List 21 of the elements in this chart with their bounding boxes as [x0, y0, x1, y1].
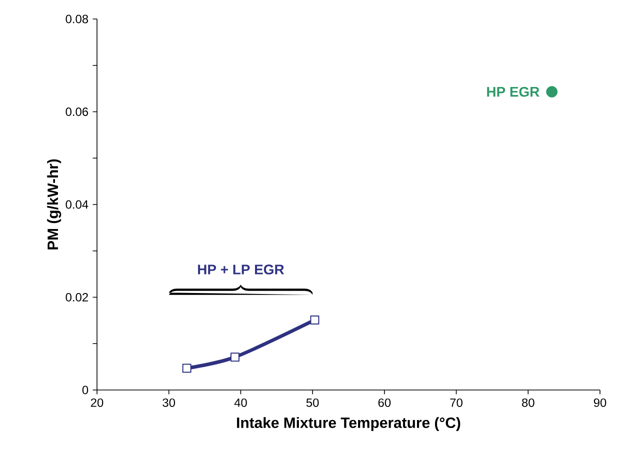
point — [310, 315, 320, 324]
point — [230, 352, 240, 362]
x-tick-label: 60 — [378, 398, 391, 407]
y-tick-label: 0.02 — [66, 293, 88, 302]
y-tick-label: 0.08 — [66, 14, 88, 24]
x-tick-label: 90 — [594, 398, 606, 407]
series-label: HP EGR — [487, 86, 540, 97]
text: HP + LP EGR — [198, 264, 284, 274]
x-tick-label: 80 — [522, 398, 534, 407]
x-tick-label: 70 — [450, 398, 462, 407]
point — [182, 364, 192, 373]
x-tick-label: 40 — [234, 398, 247, 407]
y-tick-label: 0 — [82, 386, 88, 394]
x-axis-title: Intake Mixture Temperature (°C) — [237, 417, 460, 431]
x-tick-label: 30 — [162, 398, 176, 407]
y-axis-title: PM (g/kW-hr) — [47, 159, 62, 250]
y-tick-label: 0.06 — [66, 108, 88, 116]
y-tick-label: 0.04 — [66, 200, 88, 209]
point — [546, 86, 558, 98]
x-tick-label: 50 — [306, 398, 319, 407]
x-tick-label: 20 — [90, 398, 104, 407]
